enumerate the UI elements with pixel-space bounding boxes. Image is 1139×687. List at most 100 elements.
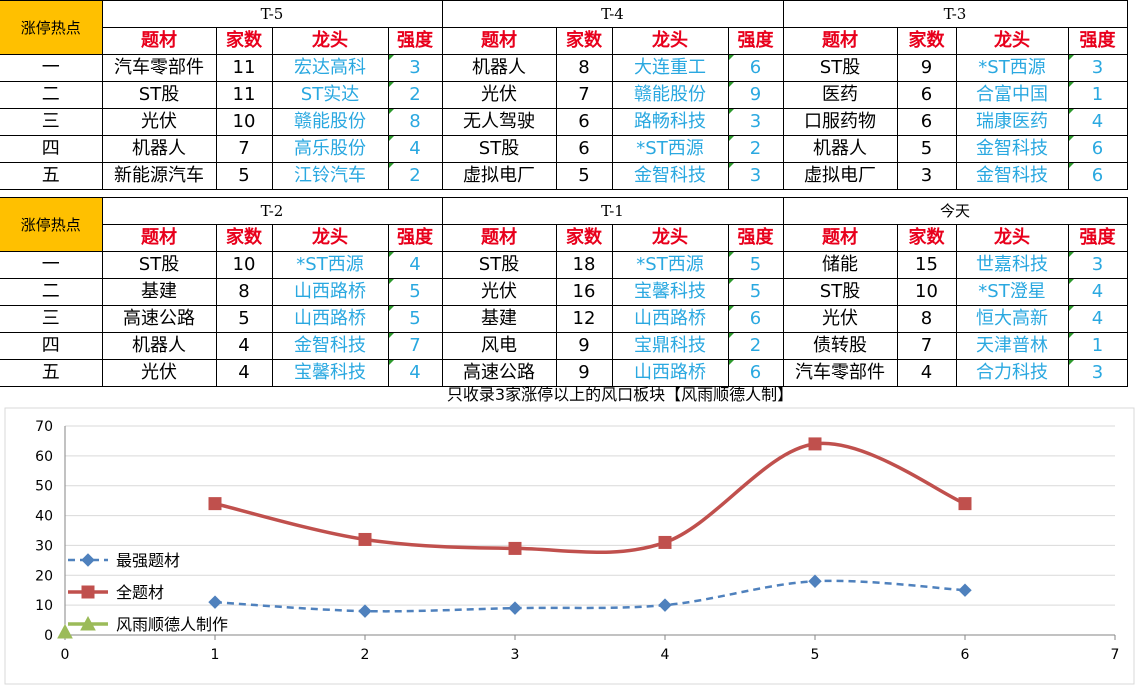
table-row: 二 ST股 11 ST实达 2 光伏 7 赣能股份 9 医药 6 合富中国 1: [0, 81, 1128, 109]
data-point-triangle: [57, 623, 73, 639]
count-cell: 11: [216, 54, 273, 82]
table-row: 二基建 8 山西路桥 5 光伏 16 宝馨科技 5 ST股 10 *ST澄星 4: [0, 278, 1128, 306]
count-cell: 8: [897, 305, 957, 333]
column-header-strength: 强度: [388, 27, 443, 55]
count-cell: 16: [556, 278, 613, 306]
column-header-count: 家数: [556, 27, 613, 55]
leader-cell: 天津普林: [956, 332, 1069, 360]
y-tick-label: 20: [35, 568, 53, 584]
rank-label: 一: [0, 251, 103, 279]
column-header-count: 家数: [897, 27, 957, 55]
column-header-strength: 强度: [728, 27, 784, 55]
strength-cell: 6: [1068, 135, 1128, 163]
leader-cell: 宝鼎科技: [612, 332, 729, 360]
corner-label: 涨停热点: [0, 197, 103, 252]
theme-cell: 医药: [783, 81, 898, 109]
series-line-0: [214, 579, 966, 613]
data-point-square: [658, 535, 672, 549]
strength-cell: 3: [388, 54, 443, 82]
column-header-strength: 强度: [388, 224, 443, 252]
strength-cell: 2: [728, 332, 784, 360]
strength-cell: 1: [1068, 81, 1128, 109]
period-label: T-5: [102, 0, 443, 28]
x-tick-label: 0: [61, 647, 70, 663]
strength-cell: 8: [388, 108, 443, 136]
table-row: 四机器人 7 高乐股份 4 ST股 6 *ST西源 2 机器人 5 金智科技 6: [0, 135, 1128, 163]
data-point-diamond: [808, 574, 822, 588]
period-label: 今天: [783, 197, 1128, 225]
theme-cell: 新能源汽车: [102, 162, 217, 190]
column-header-leader: 龙头: [272, 27, 389, 55]
strength-cell: 7: [388, 332, 443, 360]
count-cell: 5: [556, 162, 613, 190]
count-cell: 9: [556, 359, 613, 387]
table-row: 五光伏 4 宝馨科技 4 高速公路 9 山西路桥 6 汽车零部件 4 合力科技 3: [0, 359, 1128, 387]
data-point-diamond: [358, 604, 372, 618]
count-cell: 6: [556, 108, 613, 136]
count-cell: 15: [897, 251, 957, 279]
count-cell: 6: [897, 108, 957, 136]
x-tick-label: 5: [811, 647, 820, 663]
data-point-square: [208, 497, 222, 511]
theme-cell: 虚拟电厂: [783, 162, 898, 190]
column-header-theme: 题材: [442, 27, 557, 55]
theme-cell: 基建: [442, 305, 557, 333]
data-point-diamond: [508, 601, 522, 615]
theme-cell: 光伏: [102, 108, 217, 136]
count-cell: 3: [897, 162, 957, 190]
count-cell: 4: [216, 332, 273, 360]
leader-cell: 世嘉科技: [956, 251, 1069, 279]
count-cell: 7: [897, 332, 957, 360]
table-row: 三光伏 10 赣能股份 8 无人驾驶 6 路畅科技 3 口服药物 6 瑞康医药 4: [0, 108, 1128, 136]
trend-chart: 只收录3家涨停以上的风口板块【风雨顺德人制】 0 10 20 30 40 50 60 70 0 1…: [0, 378, 1139, 687]
strength-cell: 2: [728, 135, 784, 163]
theme-cell: 口服药物: [783, 108, 898, 136]
count-cell: 5: [897, 135, 957, 163]
leader-cell: 赣能股份: [272, 108, 389, 136]
count-cell: 12: [556, 305, 613, 333]
theme-cell: 无人驾驶: [442, 108, 557, 136]
column-header-leader: 龙头: [612, 27, 729, 55]
strength-cell: 2: [388, 162, 443, 190]
table-row: 四机器人 4 金智科技 7 风电 9 宝鼎科技 2 债转股 7 天津普林 1: [0, 332, 1128, 360]
x-tick-label: 4: [661, 647, 670, 663]
hotspot-grid-top: 涨停热点 T-5 T-4 T-3 题材 家数 龙头 强度 题材 家数 龙头 强度 题材 家数 龙头 强度一汽车…: [0, 0, 1128, 190]
theme-cell: ST股: [102, 251, 217, 279]
leader-cell: 金智科技: [272, 332, 389, 360]
column-header-count: 家数: [556, 224, 613, 252]
y-tick-label: 60: [35, 449, 53, 465]
leader-cell: 高乐股份: [272, 135, 389, 163]
column-header-count: 家数: [216, 27, 273, 55]
strength-cell: 4: [388, 135, 443, 163]
strength-cell: 6: [728, 359, 784, 387]
leader-cell: ST实达: [272, 81, 389, 109]
theme-cell: 风电: [442, 332, 557, 360]
period-label: T-4: [442, 0, 784, 28]
y-tick-label: 10: [35, 598, 53, 614]
leader-cell: 宏达高科: [272, 54, 389, 82]
count-cell: 4: [897, 359, 957, 387]
count-cell: 4: [216, 359, 273, 387]
count-cell: 8: [216, 278, 273, 306]
x-tick-label: 2: [361, 647, 370, 663]
data-point-square: [808, 437, 822, 451]
column-header-leader: 龙头: [272, 224, 389, 252]
data-point-square: [508, 541, 522, 555]
theme-cell: 光伏: [442, 278, 557, 306]
column-header-count: 家数: [216, 224, 273, 252]
period-label: T-1: [442, 197, 784, 225]
strength-cell: 3: [1068, 359, 1128, 387]
count-cell: 6: [897, 81, 957, 109]
leader-cell: 大连重工: [612, 54, 729, 82]
trend-chart-svg: 只收录3家涨停以上的风口板块【风雨顺德人制】 0 10 20 30 40 50 60 70 0 1…: [4, 385, 1135, 685]
count-cell: 5: [216, 162, 273, 190]
chart-frame: [4, 407, 1135, 685]
legend-marker: [81, 553, 95, 567]
strength-cell: 5: [388, 305, 443, 333]
x-tick-label: 1: [211, 647, 220, 663]
strength-cell: 5: [388, 278, 443, 306]
theme-cell: 虚拟电厂: [442, 162, 557, 190]
leader-cell: *ST澄星: [956, 278, 1069, 306]
leader-cell: 宝馨科技: [612, 278, 729, 306]
strength-cell: 5: [728, 278, 784, 306]
